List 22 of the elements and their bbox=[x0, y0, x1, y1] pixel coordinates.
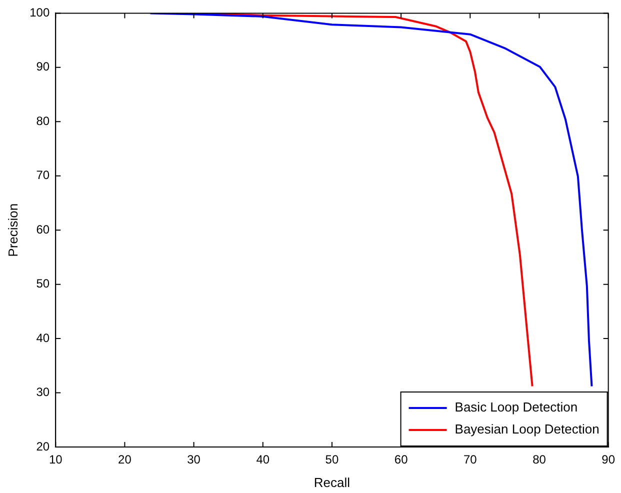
x-tick-label: 90 bbox=[602, 452, 616, 467]
y-tick-label: 30 bbox=[36, 385, 50, 400]
y-tick-label: 40 bbox=[36, 330, 50, 345]
y-tick-label: 50 bbox=[36, 276, 50, 291]
x-tick-label: 10 bbox=[48, 452, 63, 467]
y-tick-label: 70 bbox=[36, 168, 50, 182]
x-tick-label: 80 bbox=[532, 452, 546, 467]
y-tick-label: 100 bbox=[30, 6, 50, 20]
x-axis-title: Recall bbox=[314, 474, 350, 490]
x-tick-label: 70 bbox=[463, 452, 478, 467]
y-tick-label: 90 bbox=[36, 60, 50, 74]
y-tick-label: 60 bbox=[36, 222, 50, 236]
legend-label: Bayesian Loop Detection bbox=[454, 422, 600, 437]
y-tick-label: 80 bbox=[36, 114, 50, 128]
y-axis-title: Precision bbox=[5, 203, 20, 257]
x-tick-label: 60 bbox=[394, 452, 408, 467]
x-tick-label: 30 bbox=[187, 452, 201, 467]
x-tick-label: 20 bbox=[118, 452, 132, 467]
y-tick-label: 20 bbox=[36, 439, 50, 454]
x-tick-label: 50 bbox=[325, 452, 339, 467]
x-tick-label: 40 bbox=[256, 452, 270, 467]
legend-label: Basic Loop Detection bbox=[454, 400, 578, 415]
